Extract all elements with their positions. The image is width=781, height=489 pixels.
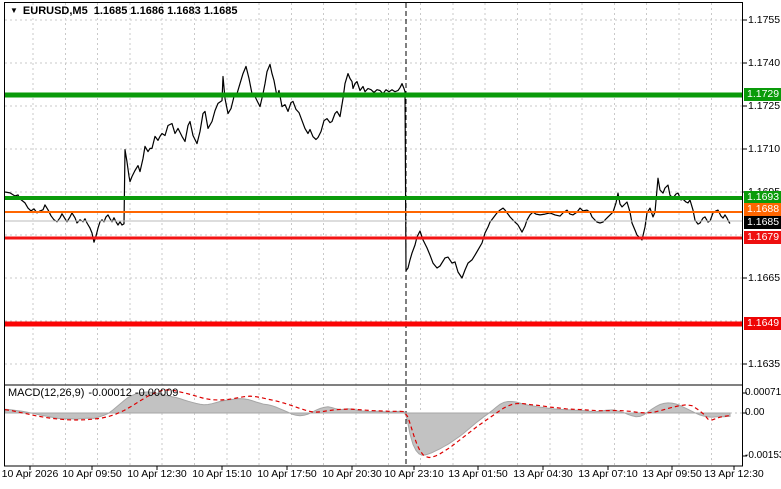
time-tick-label: 10 Apr 17:50	[257, 468, 317, 480]
ohlc-quotes: 1.1685 1.1686 1.1683 1.1685	[93, 5, 238, 17]
time-tick-label: 13 Apr 09:50	[642, 468, 702, 480]
price-tick-1.1635: 1.1635	[748, 358, 781, 370]
price-tick-1.1740: 1.1740	[748, 57, 781, 69]
price-badge-1.1729: 1.1729	[744, 88, 781, 102]
macd-tick-0.00: 0.00	[745, 407, 765, 418]
time-tick-label: 10 Apr 20:30	[322, 468, 382, 480]
time-tick-label: 13 Apr 12:30	[704, 468, 764, 480]
price-line	[4, 63, 731, 279]
time-tick-label: 10 Apr 09:50	[62, 468, 122, 480]
time-tick-label: 13 Apr 01:50	[448, 468, 508, 480]
price-badge-1.1649: 1.1649	[744, 317, 781, 331]
price-tick-1.1665: 1.1665	[748, 272, 781, 284]
macd-tick--0.00153: -0.00153	[745, 450, 781, 462]
time-tick-label: 10 Apr 2026	[1, 468, 59, 480]
price-tick-1.1755: 1.1755	[748, 14, 781, 26]
price-badge-1.1685: 1.1685	[744, 216, 781, 230]
macd-histogram	[4, 391, 731, 456]
price-tick-1.1725: 1.1725	[748, 100, 781, 112]
macd-signal-line	[4, 389, 731, 459]
price-tick-1.1710: 1.1710	[748, 143, 781, 155]
indicator-label: MACD(12,26,9) -0.00012 -0.00009	[8, 387, 182, 399]
symbol-ohlc-label: ▼ EURUSD,M5 1.1685 1.1686 1.1683 1.1685	[10, 5, 237, 17]
price-badge-1.1693: 1.1693	[744, 191, 781, 205]
symbol-dropdown-arrow-icon[interactable]: ▼	[10, 6, 18, 15]
indicator-name: MACD(12,26,9)	[8, 387, 85, 399]
macd-tick-0.00071: 0.00071	[745, 387, 781, 398]
price-badge-1.1679: 1.1679	[744, 231, 781, 245]
time-tick-label: 10 Apr 12:30	[127, 468, 187, 480]
symbol-name: EURUSD,M5	[22, 5, 88, 17]
time-tick-label: 13 Apr 04:30	[513, 468, 573, 480]
indicator-values: -0.00012 -0.00009	[88, 387, 179, 399]
time-tick-label: 10 Apr 23:10	[384, 468, 444, 480]
price-badge-1.1688: 1.1688	[744, 203, 781, 217]
time-tick-label: 10 Apr 15:10	[192, 468, 252, 480]
time-tick-label: 13 Apr 07:10	[578, 468, 638, 480]
